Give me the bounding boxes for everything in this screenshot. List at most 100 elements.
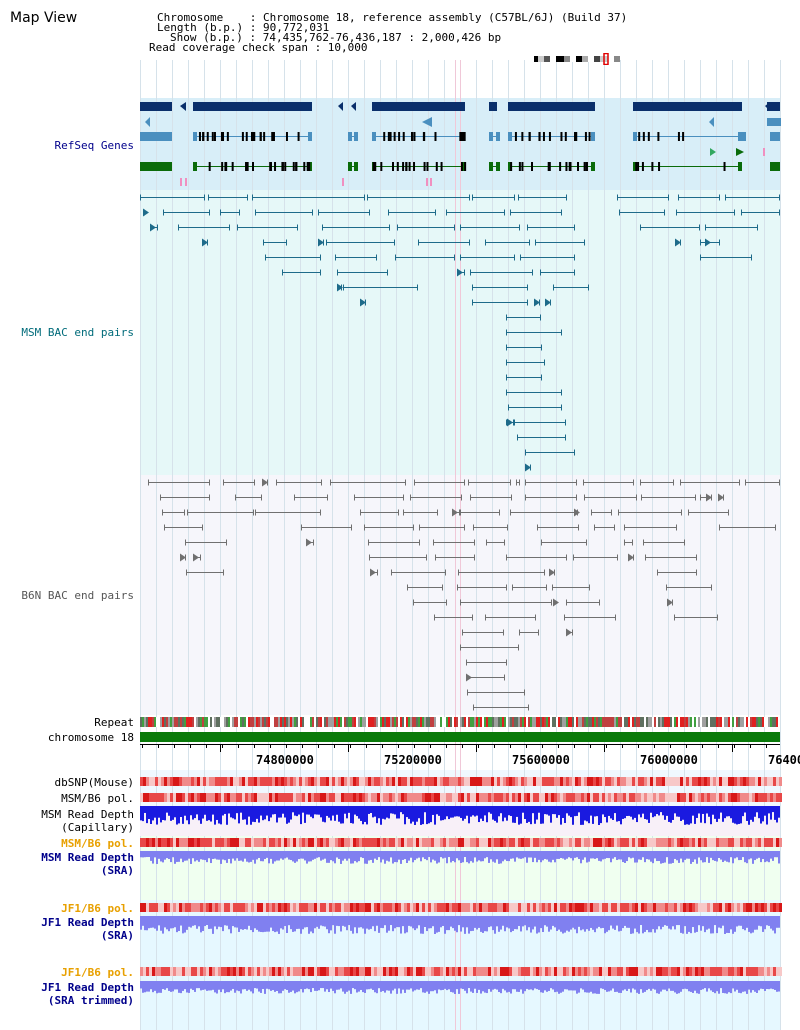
jf1-sra-depth-bar xyxy=(238,916,240,932)
jf1-sra-depth-bar xyxy=(462,916,464,928)
msm-b6-pol-sra-heat-cell xyxy=(254,838,257,847)
jf1-trimmed-depth-bar xyxy=(192,981,194,990)
repeat-segment xyxy=(704,717,706,727)
repeat-segment xyxy=(642,717,644,727)
msm-sra-depth-bar xyxy=(472,851,474,863)
jf1-trimmed-depth-bar xyxy=(314,981,316,991)
jf1-sra-depth-bar xyxy=(362,916,364,929)
msm-sra-depth-bar xyxy=(282,851,284,860)
jf1-b6-pol-2-heat-cell xyxy=(743,967,746,976)
b6n-bac-pair-arrow xyxy=(466,673,472,682)
jf1-trimmed-depth-bar xyxy=(218,981,220,990)
chromosome-ideogram[interactable] xyxy=(530,53,622,65)
jf1-sra-depth-bar xyxy=(550,916,552,930)
ideogram-selection-marker[interactable] xyxy=(603,53,609,65)
msm-b6-pol-heat-cell xyxy=(272,793,275,802)
dbsnp-heat-cell xyxy=(155,777,158,786)
msm-capillary-depth-bar xyxy=(494,806,496,821)
msm-b6-pol-sra-heat-cell xyxy=(536,838,539,847)
msm-capillary-depth-bar xyxy=(542,806,544,824)
jf1-trimmed-depth-bar xyxy=(646,981,648,991)
jf1-trimmed-depth-bar xyxy=(414,981,416,991)
repeat-segment xyxy=(552,717,554,727)
msm-b6-pol-heat-cell xyxy=(170,793,173,802)
jf1-trimmed-depth-bar xyxy=(754,981,756,992)
dbsnp-heat-cell xyxy=(446,777,449,786)
jf1-b6-pol-heat-cell xyxy=(470,903,473,912)
repeat-segment xyxy=(738,717,740,727)
msm-sra-depth-bar xyxy=(176,851,178,862)
jf1-b6-pol-heat-cell xyxy=(587,903,590,912)
jf1-b6-pol-heat-cell xyxy=(599,903,602,912)
jf1-b6-pol-heat-cell xyxy=(176,903,179,912)
msm-b6-pol-heat-cell xyxy=(173,793,176,802)
jf1-sra-depth-bar xyxy=(720,916,722,929)
jf1-trimmed-depth-bar xyxy=(236,981,238,991)
jf1-sra-depth-bar xyxy=(578,916,580,927)
jf1-trimmed-depth-bar xyxy=(462,981,464,990)
refseq-exon xyxy=(213,132,216,141)
msm-capillary-depth-bar xyxy=(640,806,642,818)
jf1-trimmed-depth-bar xyxy=(194,981,196,992)
msm-capillary-depth-bar xyxy=(320,806,322,818)
jf1-sra-depth-bar xyxy=(558,916,560,930)
jf1-trimmed-depth-bar xyxy=(166,981,168,989)
msm-capillary-depth-bar xyxy=(686,806,688,825)
msm-capillary-depth-bar xyxy=(774,806,776,820)
jf1-trimmed-depth-bar xyxy=(444,981,446,989)
jf1-b6-pol-heat-cell xyxy=(656,903,659,912)
jf1-b6-pol-heat-cell xyxy=(332,903,335,912)
repeat-segment xyxy=(198,717,200,727)
jf1-b6-pol-heat-cell xyxy=(392,903,395,912)
jf1-b6-pol-2-heat-cell xyxy=(314,967,317,976)
jf1-b6-pol-heat-cell xyxy=(746,903,749,912)
repeat-segment xyxy=(578,717,580,727)
msm-capillary-depth-bar xyxy=(560,806,562,825)
jf1-trimmed-depth-bar xyxy=(732,981,734,989)
msm-sra-depth-bar xyxy=(480,851,482,862)
msm-sra-depth-bar xyxy=(498,851,500,864)
jf1-b6-pol-heat-cell xyxy=(317,903,320,912)
jf1-sra-depth-bar xyxy=(182,916,184,934)
jf1-b6-pol-heat-cell xyxy=(500,903,503,912)
repeat-segment xyxy=(440,717,442,727)
msm-b6-pol-heat-cell xyxy=(425,793,428,802)
msm-capillary-depth-bar xyxy=(492,806,494,820)
jf1-trimmed-depth-bar xyxy=(582,981,584,990)
msm-b6-pol-sra-heat-cell xyxy=(308,838,311,847)
refseq-genes-label[interactable]: RefSeq Genes xyxy=(54,139,134,152)
jf1-sra-depth-bar xyxy=(500,916,502,930)
jf1-sra-depth-bar xyxy=(524,916,526,926)
b6n-bac-label[interactable]: B6N BAC end pairs xyxy=(21,589,134,602)
jf1-trimmed-depth-bar xyxy=(200,981,202,991)
dbsnp-heat-cell xyxy=(692,777,695,786)
dbsnp-heat-cell xyxy=(173,777,176,786)
dbsnp-heat-cell xyxy=(356,777,359,786)
msm-capillary-depth-bar xyxy=(180,806,182,818)
msm-b6-pol-heat-cell xyxy=(311,793,314,802)
msm-capillary-depth-bar xyxy=(158,806,160,818)
repeat-segment xyxy=(390,717,392,727)
jf1-trimmed-depth-bar xyxy=(512,981,514,990)
dbsnp-heat-cell xyxy=(569,777,572,786)
msm-bac-label[interactable]: MSM BAC end pairs xyxy=(21,326,134,339)
jf1-b6-pol-2-heat-cell xyxy=(614,967,617,976)
jf1-sra-depth-bar xyxy=(156,916,158,931)
jf1-b6-pol-2-heat-cell xyxy=(587,967,590,976)
msm-bac-pair-arrow xyxy=(337,283,343,292)
jf1-b6-pol-2-heat-cell xyxy=(686,967,689,976)
msm-sra-depth-bar xyxy=(208,851,210,859)
repeat-segment xyxy=(566,717,568,727)
jf1-b6-pol-2-heat-cell xyxy=(194,967,197,976)
jf1-trimmed-depth-bar xyxy=(730,981,732,994)
jf1-b6-pol-2-heat-cell xyxy=(182,967,185,976)
msm-sra-depth-bar xyxy=(376,851,378,860)
jf1-sra-depth-bar xyxy=(732,916,734,934)
jf1-sra-depth-bar xyxy=(750,916,752,934)
msm-sra-depth-bar xyxy=(532,851,534,863)
msm-b6-pol-heat-cell xyxy=(293,793,296,802)
jf1-sra-depth-bar xyxy=(280,916,282,929)
dbsnp-heat-cell xyxy=(722,777,725,786)
repeat-segment xyxy=(262,717,264,727)
msm-b6-pol-heat-cell xyxy=(359,793,362,802)
